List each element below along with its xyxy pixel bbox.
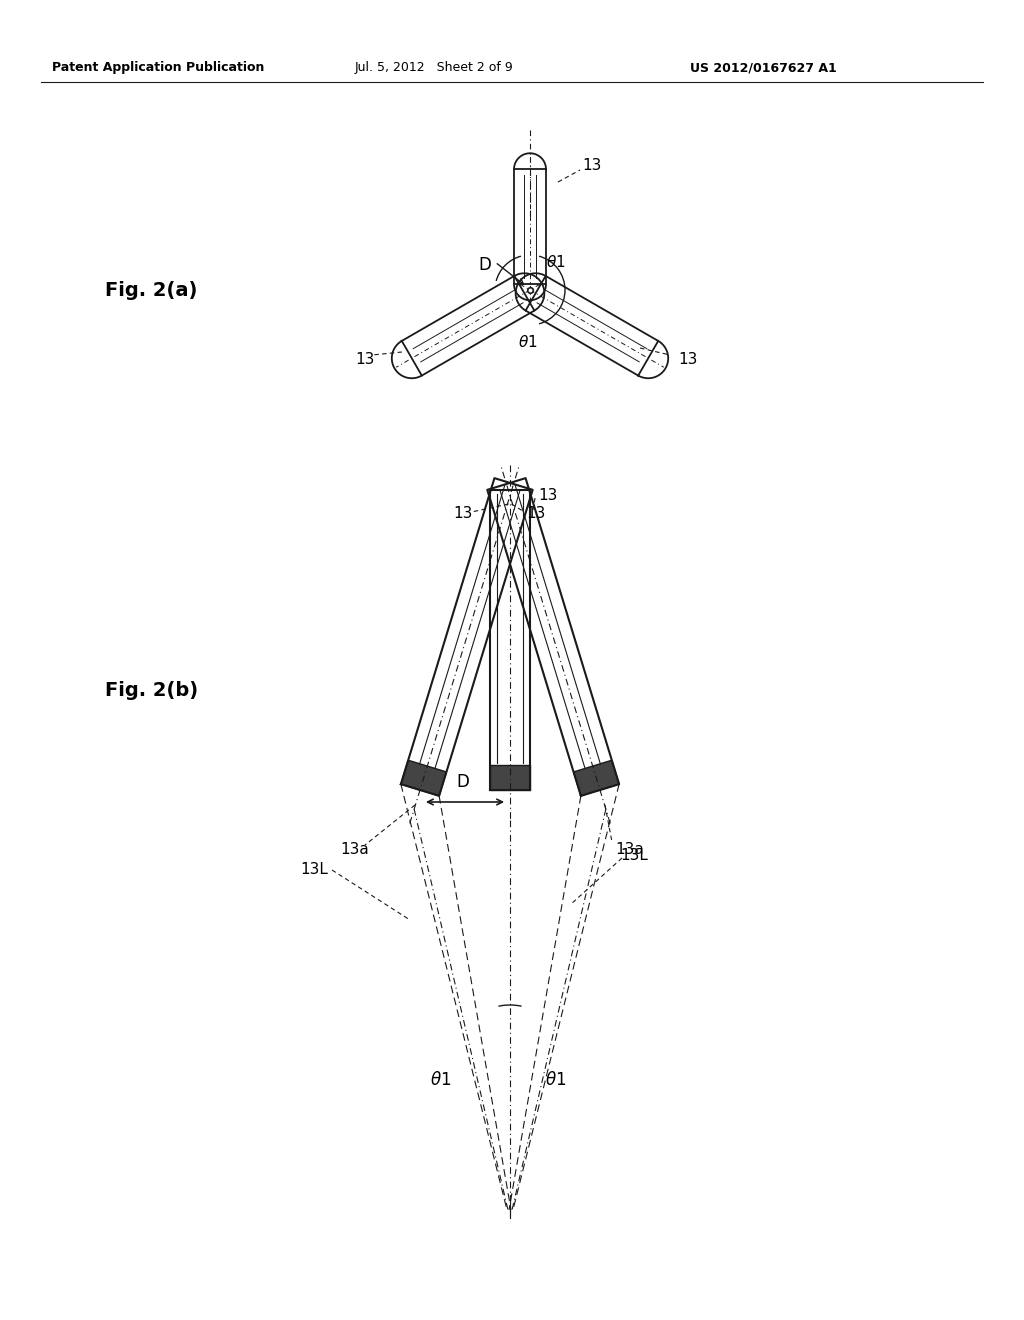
Text: 13a: 13a: [340, 842, 369, 858]
Text: Fig. 2(b): Fig. 2(b): [105, 681, 198, 700]
Text: $\theta$1: $\theta$1: [518, 334, 538, 350]
Text: $\theta$1: $\theta$1: [430, 1071, 452, 1089]
Polygon shape: [573, 760, 620, 796]
Text: 13: 13: [526, 507, 546, 521]
Text: D: D: [457, 774, 469, 791]
Text: 13: 13: [355, 352, 375, 367]
Text: D: D: [478, 256, 490, 275]
Text: Patent Application Publication: Patent Application Publication: [52, 62, 264, 74]
Text: US 2012/0167627 A1: US 2012/0167627 A1: [690, 62, 837, 74]
Text: 13: 13: [582, 157, 601, 173]
Text: 13a: 13a: [615, 842, 644, 858]
Text: 13L: 13L: [620, 847, 648, 862]
Polygon shape: [400, 760, 446, 796]
Text: 13: 13: [538, 487, 557, 503]
Text: 13: 13: [678, 352, 697, 367]
Text: Fig. 2(a): Fig. 2(a): [105, 281, 198, 300]
Text: 13L: 13L: [300, 862, 328, 878]
Text: 13: 13: [454, 507, 473, 521]
Text: $\theta$1: $\theta$1: [545, 1071, 566, 1089]
Text: $\theta$1: $\theta$1: [546, 253, 565, 271]
Polygon shape: [490, 766, 530, 789]
Text: Jul. 5, 2012   Sheet 2 of 9: Jul. 5, 2012 Sheet 2 of 9: [355, 62, 514, 74]
